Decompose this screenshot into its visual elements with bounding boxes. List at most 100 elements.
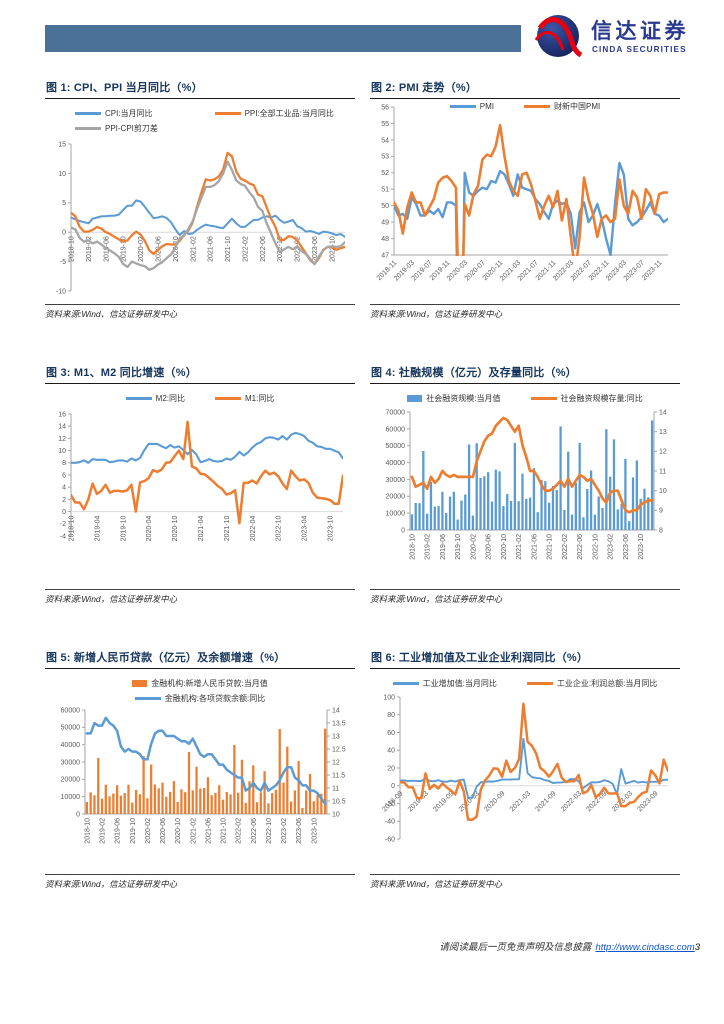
legend-label: CPI:当月同比 xyxy=(105,109,153,118)
legend-label: 社会融资规模:当月值 xyxy=(426,394,501,403)
legend-line-swatch xyxy=(449,105,476,108)
svg-text:50000: 50000 xyxy=(61,725,81,732)
figure-panel-2: 图 2: PMI 走势（%） PMI 财新中国PMI 47 48 49 50 51 52 53… xyxy=(370,78,680,320)
svg-text:52: 52 xyxy=(381,170,389,177)
svg-text:2023-09: 2023-09 xyxy=(637,790,660,813)
legend-row: 金融机构:各项贷款余额:同比 xyxy=(45,693,355,704)
legend-label: 财新中国PMI xyxy=(554,102,601,111)
svg-text:-60: -60 xyxy=(385,836,395,843)
series-PPI-CPI剪刀差 xyxy=(71,160,345,271)
svg-text:16: 16 xyxy=(58,411,66,418)
svg-text:40000: 40000 xyxy=(386,460,406,467)
svg-text:2020-04: 2020-04 xyxy=(146,516,153,542)
svg-text:2022-02: 2022-02 xyxy=(562,534,569,560)
svg-text:2022-10: 2022-10 xyxy=(592,534,599,560)
figure-1-legend: CPI:当月同比 PPI:全部工业品:当月同比 PPI-CPI剪刀差 xyxy=(45,108,355,134)
legend-item: 社会融资规模:当月值 xyxy=(407,393,501,404)
svg-text:2019-02: 2019-02 xyxy=(100,818,107,844)
legend-row: 金融机构:新增人民币贷款:当月值 xyxy=(45,678,355,689)
footer: 请阅读最后一页免责声明及信息披露 http://www.cindasc.com3 xyxy=(439,939,700,953)
figure-4-title: 图 4: 社融规模（亿元）及存量同比（%） xyxy=(370,363,680,384)
series-CPI:当月同比 xyxy=(71,199,345,238)
svg-text:2018-10: 2018-10 xyxy=(69,516,76,542)
figure-5-title: 图 5: 新增人民币贷款（亿元）及余额增速（%） xyxy=(45,648,355,669)
svg-text:2021-02: 2021-02 xyxy=(190,236,197,262)
cinda-logo: 信达证券 CINDA SECURITIES xyxy=(534,15,686,58)
svg-text:10000: 10000 xyxy=(61,794,81,801)
series-PPI:全部工业品:当月同比 xyxy=(71,151,345,266)
figure-4-plot: 0 10000 20000 30000 40000 50000 60000 70000 8 9 10… xyxy=(386,409,667,560)
series-工业增加值:当月同比 xyxy=(400,737,668,799)
svg-text:2021-02: 2021-02 xyxy=(190,818,197,844)
svg-text:6: 6 xyxy=(62,472,66,479)
svg-text:-40: -40 xyxy=(385,819,395,826)
legend-label: 金融机构:新增人民币贷款:当月值 xyxy=(151,679,268,688)
svg-text:2021-10: 2021-10 xyxy=(224,516,231,542)
svg-text:11: 11 xyxy=(332,785,339,792)
legend-label: 工业增加值:当月同比 xyxy=(422,679,497,688)
svg-text:2021-10: 2021-10 xyxy=(547,534,554,560)
svg-text:10.5: 10.5 xyxy=(332,798,346,805)
svg-text:50: 50 xyxy=(381,203,389,210)
svg-text:20000: 20000 xyxy=(386,494,406,501)
figure-6-source: 资料来源:Wind，信达证券研发中心 xyxy=(370,874,680,890)
svg-text:2018-10: 2018-10 xyxy=(69,236,76,262)
svg-text:0: 0 xyxy=(401,527,405,534)
svg-text:10: 10 xyxy=(659,488,667,495)
series-金融机构:各项贷款余额:同比 xyxy=(85,716,327,805)
svg-text:11: 11 xyxy=(659,468,666,475)
svg-text:-20: -20 xyxy=(385,801,395,808)
figure-2-plot-wrap: PMI 财新中国PMI 47 48 49 50 51 52 53 54 55 56 2018-11 20… xyxy=(370,99,680,301)
svg-text:0: 0 xyxy=(62,509,66,516)
series-工业企业:利润总额:当月同比 xyxy=(400,702,668,821)
figure-panel-6: 图 6: 工业增加值及工业企业利润同比（%） 工业增加值:当月同比 工业企业:利润… xyxy=(370,648,680,890)
svg-text:10000: 10000 xyxy=(386,511,406,518)
svg-text:2022-09: 2022-09 xyxy=(585,790,608,813)
svg-text:2022-02: 2022-02 xyxy=(242,236,249,262)
svg-text:2019-04: 2019-04 xyxy=(94,516,101,542)
legend-item: PPI-CPI剪刀差 xyxy=(75,123,158,134)
svg-text:13.5: 13.5 xyxy=(332,720,346,727)
svg-text:2019-10: 2019-10 xyxy=(455,534,462,560)
svg-text:2022-10: 2022-10 xyxy=(276,516,283,542)
svg-text:0: 0 xyxy=(76,811,80,818)
svg-text:-10: -10 xyxy=(56,288,66,295)
svg-text:47: 47 xyxy=(381,252,389,259)
legend-row: M2:同比 M1:同比 xyxy=(45,393,355,404)
svg-text:2022-10: 2022-10 xyxy=(266,818,273,844)
legend-line-swatch xyxy=(125,397,152,400)
legend-line-swatch xyxy=(524,105,550,108)
logo-globe-icon xyxy=(534,15,583,58)
legend-line-swatch xyxy=(134,697,161,700)
svg-text:10: 10 xyxy=(58,448,66,455)
series-社会融资规模存量:同比 xyxy=(410,416,654,514)
svg-text:56: 56 xyxy=(381,104,389,111)
svg-text:2023-10: 2023-10 xyxy=(638,534,645,560)
figure-3-plot: -4 -2 0 2 4 6 8 10 12 14 16 2018-10 2019-04 2019-10 20… xyxy=(58,411,343,542)
series-社会融资规模:当月值 xyxy=(410,420,654,530)
series-PMI xyxy=(394,161,668,256)
svg-text:60000: 60000 xyxy=(386,426,406,433)
figure-panel-3: 图 3: M1、M2 同比增速（%） M2:同比 M1:同比 -4 -2 0 2 4 6 8 1… xyxy=(45,363,355,605)
svg-text:2019-10: 2019-10 xyxy=(120,516,127,542)
svg-text:2022-04: 2022-04 xyxy=(250,516,257,542)
series-金融机构:新增人民币贷款:当月值 xyxy=(85,728,327,814)
svg-text:2018-10: 2018-10 xyxy=(409,534,416,560)
legend-bar-swatch xyxy=(132,680,148,687)
svg-text:2020-10: 2020-10 xyxy=(501,534,508,560)
svg-text:30000: 30000 xyxy=(386,477,406,484)
svg-text:2020-06: 2020-06 xyxy=(486,534,493,560)
legend-row: PPI-CPI剪刀差 xyxy=(45,123,355,134)
figure-3-title: 图 3: M1、M2 同比增速（%） xyxy=(45,363,355,384)
svg-text:2020-10: 2020-10 xyxy=(175,818,182,844)
svg-text:51: 51 xyxy=(381,187,389,194)
svg-text:50000: 50000 xyxy=(386,443,406,450)
svg-text:2021-06: 2021-06 xyxy=(531,534,538,560)
series-M2:同比 xyxy=(71,431,343,464)
footer-link[interactable]: http://www.cindasc.com xyxy=(595,942,695,953)
legend-item: 社会融资规模存量:同比 xyxy=(530,393,643,404)
legend-label: 金融机构:各项贷款余额:同比 xyxy=(164,694,266,703)
figure-5-plot: 0 10000 20000 30000 40000 50000 60000 10 10.5 11 1… xyxy=(61,707,346,844)
svg-text:53: 53 xyxy=(381,154,389,161)
